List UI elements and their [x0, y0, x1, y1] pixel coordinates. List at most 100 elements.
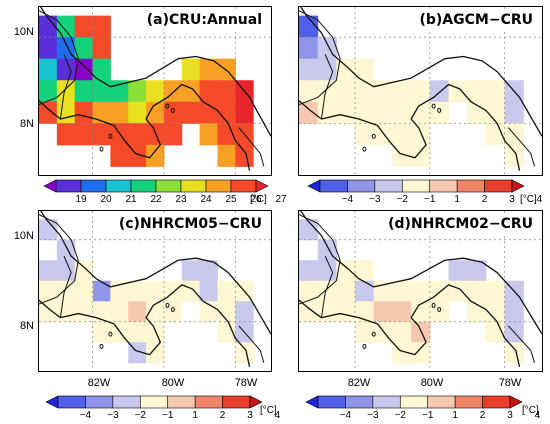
colorbar-absolute-swatch — [180, 179, 207, 193]
map-c-cell — [39, 280, 58, 302]
panel-b: (b)AGCM−CRU — [298, 6, 543, 176]
map-b-cell — [504, 101, 524, 124]
map-a-cell — [92, 80, 111, 103]
map-c-cell — [74, 280, 94, 302]
map-c-cell — [235, 342, 254, 364]
map-d-cell — [411, 321, 431, 343]
map-c-cell — [56, 260, 76, 282]
map-b-cell — [504, 144, 524, 167]
map-d-cell — [317, 260, 337, 282]
panel-title-b: (b)AGCM−CRU — [416, 11, 536, 29]
island — [170, 306, 175, 312]
map-a-cell — [39, 15, 58, 38]
panel-d: (d)NHRCM02−CRU — [298, 210, 543, 372]
map-d-cell — [485, 301, 506, 323]
map-a-cell — [56, 101, 76, 124]
panel-title-c: (c)NHRCM05−CRU — [115, 215, 265, 233]
panel-title-d: (d)NHRCM02−CRU — [385, 215, 536, 233]
colorbar-diff-c-swatch — [249, 395, 263, 409]
map-c-cell — [146, 342, 165, 364]
lon-label-78w-c: 78W — [234, 377, 258, 389]
island — [99, 343, 104, 349]
map-c-cell — [199, 280, 218, 302]
map-c-cell — [217, 280, 236, 302]
map-d-cell — [411, 342, 431, 364]
map-d-cell — [317, 301, 337, 323]
map-a-cell — [39, 37, 58, 60]
map-a-cell — [181, 101, 201, 124]
coastline — [39, 10, 79, 106]
colorbar-diff-b-tick-label: −3 — [369, 194, 381, 205]
map-a-cell — [199, 80, 218, 103]
map-b-cell — [299, 58, 319, 81]
map-a-cell — [199, 58, 218, 81]
coastline — [299, 10, 341, 106]
map-c-cell — [92, 321, 111, 343]
map-b-cell — [355, 80, 375, 103]
map-a-cell — [128, 80, 147, 103]
map-b-cell — [317, 80, 337, 103]
map-a-cell — [146, 101, 165, 124]
colorbar-diff-d-swatch — [509, 395, 523, 409]
map-a-cell — [163, 123, 183, 146]
map-a-cell — [146, 80, 165, 103]
map-a-cell — [74, 37, 94, 60]
colorbar-diff-d-tick-label: −4 — [339, 410, 352, 421]
map-c-cell — [235, 301, 254, 323]
colorbar-absolute — [43, 179, 269, 193]
colorbar-diff-c-tick-label: 3 — [247, 410, 253, 421]
colorbar-absolute-swatch — [205, 179, 232, 193]
colorbar-absolute-swatch — [43, 179, 57, 193]
map-d-cell — [299, 280, 319, 302]
coastline — [59, 255, 72, 318]
colorbar-diff-d-tick-label: 3 — [507, 410, 513, 421]
map-c-cell — [181, 280, 201, 302]
panel-title-a: (a)CRU:Annual — [143, 11, 265, 29]
lat-label-8n-a: 8N — [19, 118, 34, 130]
colorbar-diff-b-swatch — [484, 179, 513, 193]
colorbar-absolute-swatch — [105, 179, 132, 193]
colorbar-absolute-swatch — [80, 179, 107, 193]
map-c-cell — [74, 260, 94, 282]
map-a — [39, 7, 271, 175]
map-d-cell — [429, 280, 450, 302]
colorbar-absolute-tick-label: 19 — [75, 194, 87, 205]
panel-a: (a)CRU:Annual — [38, 6, 272, 176]
colorbar-diff-d-tick-label: −3 — [367, 410, 379, 421]
island — [99, 146, 104, 152]
coastline — [40, 211, 271, 335]
colorbar-absolute-swatch — [130, 179, 157, 193]
map-a-cell — [199, 123, 218, 146]
map-c-cell — [74, 301, 94, 323]
map-b-cell — [355, 123, 375, 146]
coastline — [39, 213, 79, 305]
colorbar-diff-c-swatch — [45, 395, 59, 409]
colorbar-diff-d-unit: [°C] — [522, 405, 539, 416]
colorbar-diff-d-swatch — [317, 395, 346, 409]
map-a-cell — [74, 15, 94, 38]
colorbar-diff-c-swatch — [85, 395, 114, 409]
map-a-cell — [92, 123, 111, 146]
island — [371, 331, 376, 337]
colorbar-diff-c-unit: [°C] — [260, 405, 277, 416]
coastline — [299, 213, 341, 305]
colorbar-diff-b-swatch — [307, 179, 321, 193]
map-c-cell — [56, 280, 76, 302]
colorbar-diff-d-swatch — [372, 395, 401, 409]
map-b-cell — [299, 80, 319, 103]
map-b-cell — [299, 101, 319, 124]
map-a-cell — [128, 123, 147, 146]
colorbar-absolute-swatch — [155, 179, 182, 193]
map-c-cell — [39, 260, 58, 282]
map-d-cell — [336, 301, 356, 323]
colorbar-diff-b-swatch — [347, 179, 376, 193]
colorbar-diff-c-swatch — [112, 395, 141, 409]
map-a-cell — [92, 15, 111, 38]
coastline — [299, 284, 521, 368]
colorbar-diff-c-tick-label: −1 — [162, 410, 174, 421]
map-a-cell — [39, 101, 58, 124]
island — [371, 133, 376, 139]
panel-c: (c)NHRCM05−CRU — [38, 210, 272, 372]
map-b-cell — [411, 144, 431, 167]
colorbar-diff-b-tick-label: 3 — [509, 194, 515, 205]
